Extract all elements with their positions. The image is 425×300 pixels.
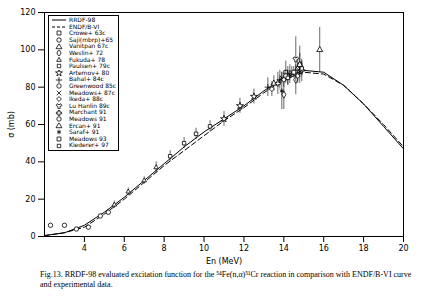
svg-text:120: 120 xyxy=(20,8,35,17)
svg-text:6: 6 xyxy=(122,244,127,253)
html-text:ENDF/B-VI: ENDF/B-VI xyxy=(69,22,100,30)
html-text:Meadows 91: Meadows 91 xyxy=(69,114,107,122)
svg-text:14: 14 xyxy=(279,244,289,253)
html-text:RRDF-98: RRDF-98 xyxy=(69,16,96,23)
svg-text:σ (mb): σ (mb) xyxy=(7,111,16,138)
svg-text:8: 8 xyxy=(162,244,167,253)
html-text:Greenwood 85c: Greenwood 85c xyxy=(69,81,117,89)
html-text:Meadows+ 87c: Meadows+ 87c xyxy=(69,88,115,96)
svg-text:0: 0 xyxy=(30,232,35,241)
svg-text:20: 20 xyxy=(398,244,408,253)
svg-text:18: 18 xyxy=(359,244,369,253)
html-text:Saji(mbrp)+65: Saji(mbrp)+65 xyxy=(69,35,114,43)
svg-text:20: 20 xyxy=(25,195,35,204)
html-text:Ikeda+ 88c: Ikeda+ 88c xyxy=(69,95,104,103)
html-text:Weslin+ 72: Weslin+ 72 xyxy=(69,49,104,56)
svg-text:4: 4 xyxy=(82,244,87,253)
html-text:Marchant 91: Marchant 91 xyxy=(69,108,107,116)
html-text:Saraf+ 91: Saraf+ 91 xyxy=(69,128,100,136)
html-text:Fukuda+ 78: Fukuda+ 78 xyxy=(69,55,106,63)
html-text:Lu Hanlin 89c: Lu Hanlin 89c xyxy=(69,101,110,109)
html-text:Kiederer+ 97: Kiederer+ 97 xyxy=(69,141,109,149)
html-text:Vanitpan 67c: Vanitpan 67c xyxy=(69,42,109,50)
svg-text:40: 40 xyxy=(25,157,35,166)
html-text:Artemov+ 80: Artemov+ 80 xyxy=(69,68,110,76)
svg-text:En (MeV): En (MeV) xyxy=(206,257,242,266)
svg-text:12: 12 xyxy=(239,244,249,253)
svg-text:100: 100 xyxy=(20,45,35,54)
svg-text:10: 10 xyxy=(199,244,209,253)
html-text:Ercan+ 91: Ercan+ 91 xyxy=(69,121,101,129)
html-text:Crowe+ 63c: Crowe+ 63c xyxy=(69,29,106,37)
html-text:Meadows 93: Meadows 93 xyxy=(69,134,107,142)
html-text:Paulsen+ 79c: Paulsen+ 79c xyxy=(69,62,110,70)
html-text:Fig.13. RRDF-98 evaluated exci: Fig.13. RRDF-98 evaluated excitation fun… xyxy=(40,270,412,289)
svg-text:16: 16 xyxy=(319,244,329,253)
svg-text:60: 60 xyxy=(25,120,35,129)
html-text:Bahal+ 84c: Bahal+ 84c xyxy=(69,75,104,83)
svg-text:80: 80 xyxy=(25,83,35,92)
